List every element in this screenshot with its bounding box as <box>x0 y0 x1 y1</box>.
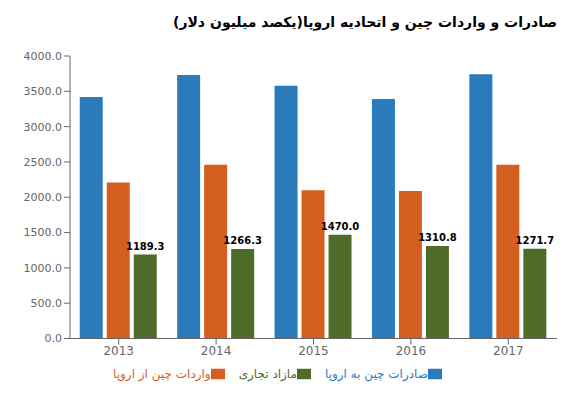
svg-text:3500.0: 3500.0 <box>24 85 63 98</box>
svg-text:2015: 2015 <box>298 344 329 358</box>
svg-text:2013: 2013 <box>103 344 134 358</box>
html-text:صادرات و واردات چین و اتحادیه: صادرات و واردات چین و اتحادیه اروپا(یکصد… <box>173 14 557 30</box>
svg-text:0.0: 0.0 <box>45 332 63 345</box>
svg-text:2000.0: 2000.0 <box>24 191 63 204</box>
svg-text:500.0: 500.0 <box>31 297 63 310</box>
html-text:واردات چین از اروپا: واردات چین از اروپا <box>113 366 211 381</box>
svg-text:1189.3: 1189.3 <box>126 241 165 252</box>
svg-text:1310.8: 1310.8 <box>418 232 457 243</box>
svg-text:3000.0: 3000.0 <box>24 121 63 134</box>
svg-text:1500.0: 1500.0 <box>24 226 63 239</box>
html-text:صادرات چین به اروپا: صادرات چین به اروپا <box>325 366 428 381</box>
svg-text:1271.7: 1271.7 <box>516 235 555 246</box>
svg-text:1470.0: 1470.0 <box>321 221 360 232</box>
svg-text:2500.0: 2500.0 <box>24 156 63 169</box>
svg-text:2014: 2014 <box>201 344 232 358</box>
html-text:مازاد تجاری: مازاد تجاری <box>238 366 297 381</box>
svg-text:1000.0: 1000.0 <box>24 262 63 275</box>
svg-text:1266.3: 1266.3 <box>223 235 262 246</box>
svg-text:4000.0: 4000.0 <box>24 50 63 63</box>
svg-text:2016: 2016 <box>396 344 427 358</box>
svg-text:2017: 2017 <box>493 344 524 358</box>
